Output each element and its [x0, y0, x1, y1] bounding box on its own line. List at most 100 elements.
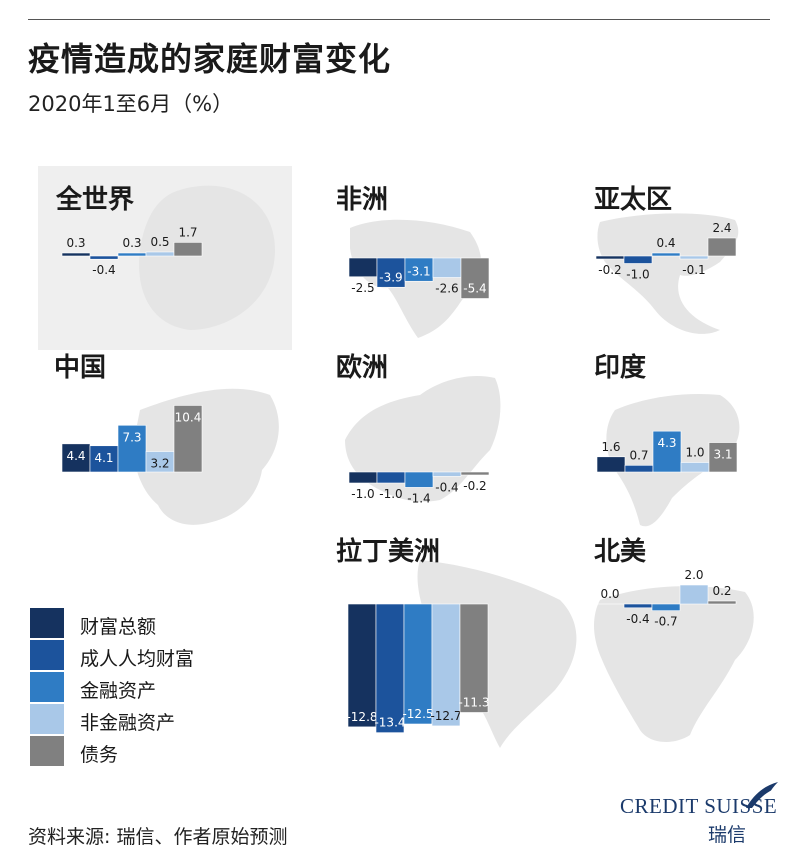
bar-4 [432, 257, 462, 278]
panel-title: 印度 [594, 352, 646, 383]
data-label: 0.3 [66, 236, 85, 250]
bar-5 [707, 237, 737, 257]
legend-label-total-wealth: 财富总额 [80, 616, 157, 638]
data-label: -12.7 [430, 709, 461, 723]
data-label: 1.0 [685, 446, 704, 460]
bar-5 [707, 600, 737, 605]
panel-title: 拉丁美洲 [336, 536, 440, 567]
bar-1 [596, 456, 626, 473]
bar-3 [651, 603, 681, 611]
data-label: -5.4 [463, 282, 486, 296]
data-label: -1.0 [379, 487, 402, 501]
legend-label-financial-assets: 金融资产 [80, 680, 157, 702]
data-label: -12.8 [346, 710, 377, 724]
data-label: 3.1 [713, 448, 732, 462]
data-label: 2.0 [684, 568, 703, 582]
bar-3 [403, 603, 433, 725]
data-label: 3.2 [150, 457, 169, 471]
panel-asia-pacific: 亚太区 -0.2 -1.0 0.4 -0.1 2.4 [594, 185, 739, 334]
bar-4 [431, 603, 461, 727]
top-rule [28, 19, 770, 20]
panel-china: 中国 4.4 4.1 7.3 3.2 10.4 [54, 353, 279, 525]
data-label: 4.4 [66, 449, 85, 463]
bar-2 [623, 603, 653, 609]
bar-5 [460, 257, 490, 299]
bar-2 [89, 255, 119, 260]
data-label: 4.3 [657, 436, 676, 450]
data-label: 1.6 [601, 440, 620, 454]
panel-title: 北美 [594, 536, 646, 567]
chart-subtitle: 2020年1至6月（%） [28, 92, 234, 116]
region-map-silhouette [597, 213, 739, 334]
bar-4 [145, 251, 175, 257]
data-label: -0.4 [626, 612, 649, 626]
data-label: -0.2 [598, 263, 621, 277]
data-label: -1.0 [626, 268, 649, 282]
data-label: -12.5 [402, 707, 433, 721]
bar-5 [173, 242, 203, 257]
region-map-silhouette [594, 586, 754, 742]
region-map-silhouette [345, 375, 501, 502]
bar-5 [173, 405, 203, 473]
data-label: 0.0 [600, 587, 619, 601]
panel-title: 全世界 [55, 184, 134, 215]
data-label: 10.4 [175, 410, 202, 424]
panel-north-america: 北美 0.0 -0.4 -0.7 2.0 0.2 [594, 536, 754, 742]
data-label: -0.4 [435, 480, 458, 494]
panel-title: 非洲 [336, 185, 388, 215]
sail-logo-icon [746, 782, 778, 808]
bar-4 [679, 584, 709, 605]
logo-text: CREDIT SUISSE [620, 794, 778, 818]
bar-1 [61, 252, 91, 257]
bar-2 [624, 465, 654, 473]
bar-3 [117, 424, 147, 473]
bar-2 [623, 255, 653, 264]
data-label: -0.1 [682, 263, 705, 277]
legend-swatch-financial-assets [30, 672, 64, 702]
panel-title: 欧洲 [336, 352, 388, 383]
panel-world: 全世界 0.3 -0.4 0.3 0.5 1.7 [38, 166, 292, 350]
bar-1 [595, 255, 625, 260]
data-label: 0.7 [629, 448, 648, 462]
panel-title: 中国 [54, 353, 106, 383]
bar-4 [432, 471, 462, 477]
data-label: -11.3 [458, 695, 489, 709]
bar-3 [652, 430, 682, 473]
credit-suisse-logo: CREDIT SUISSE 瑞信 [620, 780, 780, 850]
bar-1 [348, 471, 378, 484]
data-label: -0.2 [463, 479, 486, 493]
legend-swatch-nonfinancial-assets [30, 704, 64, 734]
bar-3 [117, 252, 147, 257]
data-label: 0.4 [656, 236, 675, 250]
panel-latin-america: 拉丁美洲 -12.8-13.4-12.5-12.7-11.3 [336, 536, 577, 748]
bar-1 [347, 603, 377, 728]
data-label: -0.4 [92, 263, 115, 277]
data-label: -2.5 [351, 281, 374, 295]
data-label: -2.6 [435, 282, 458, 296]
bar-2 [89, 445, 119, 473]
panel-title: 亚太区 [594, 185, 672, 215]
data-label: 0.5 [150, 235, 169, 249]
data-label: 4.1 [94, 451, 113, 465]
data-label: -3.9 [379, 270, 402, 284]
legend-swatch-wealth-per-adult [30, 640, 64, 670]
data-label: 0.3 [122, 236, 141, 250]
bar-3 [404, 471, 434, 488]
chart-title: 疫情造成的家庭财富变化 [28, 40, 392, 78]
bar-5 [459, 603, 489, 713]
panel-india: 印度 1.6 0.7 4.3 1.0 3.1 [594, 352, 740, 527]
data-label: -3.1 [407, 264, 430, 278]
legend-swatch-debt [30, 736, 64, 766]
data-label: 7.3 [122, 430, 141, 444]
data-label: -13.4 [374, 716, 405, 730]
bar-4 [680, 462, 710, 473]
data-label: 1.7 [178, 225, 197, 239]
bar-2 [376, 471, 406, 484]
source-note: 资料来源: 瑞信、作者原始预测 [28, 826, 288, 848]
region-map-silhouette [133, 388, 279, 525]
data-label: 0.2 [712, 584, 731, 598]
bar-2 [376, 257, 406, 288]
bar-1 [348, 257, 378, 278]
panel-africa: 非洲 -2.5 -3.9 -3.1 -2.6 -5.4 [336, 185, 490, 338]
panel-europe: 欧洲 -1.0 -1.0 -1.4 -0.4 -0.2 [336, 352, 501, 505]
